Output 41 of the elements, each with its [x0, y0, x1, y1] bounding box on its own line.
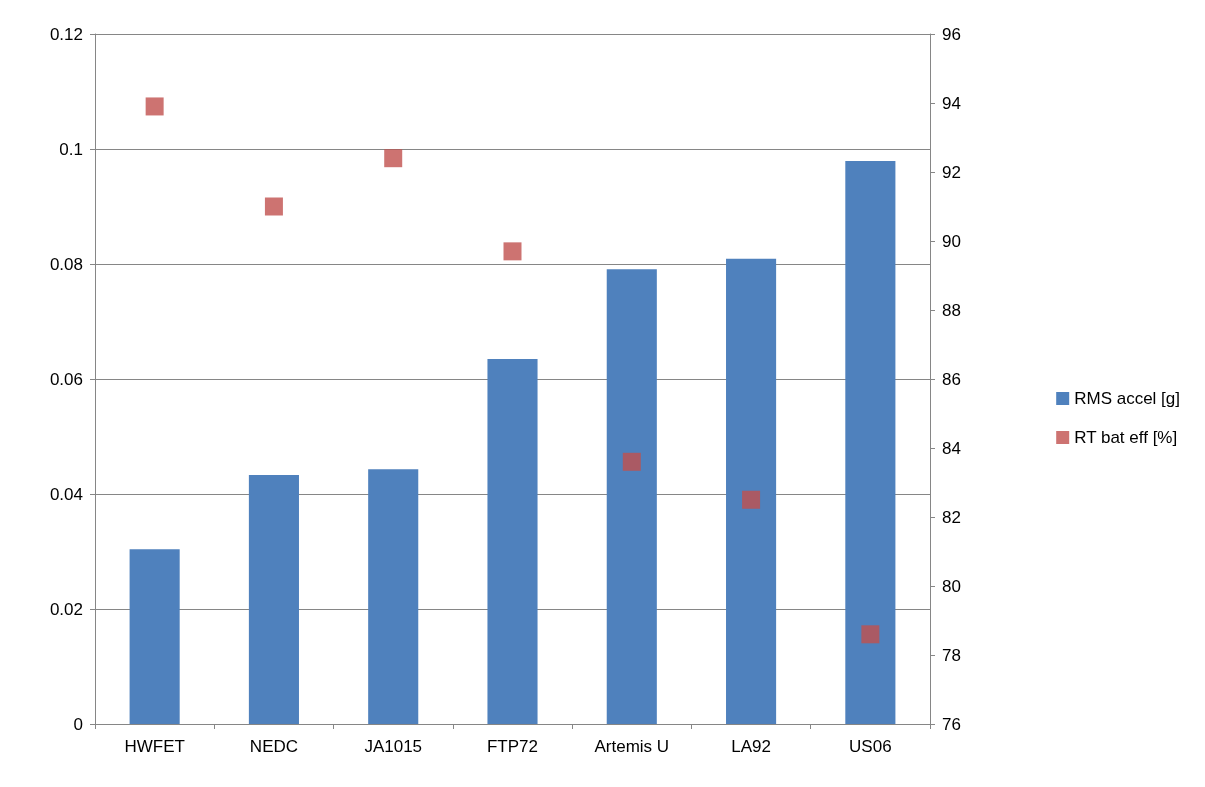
y-tick-label: 0.12 [49, 24, 83, 44]
legend-label: RMS accel [g] [1074, 389, 1180, 408]
point [861, 625, 880, 644]
y2-tick-label: 88 [942, 300, 961, 320]
y2-tick-label: 94 [942, 93, 961, 113]
point [742, 490, 761, 509]
y2-tick-label: 90 [942, 231, 961, 251]
y2-tick-label: 92 [942, 162, 961, 182]
legend-label: RT bat eff [%] [1074, 428, 1178, 447]
point [384, 149, 403, 168]
x-tick-label: HWFET [124, 737, 185, 756]
y2-tick-label: 76 [942, 714, 961, 734]
bar [368, 469, 419, 724]
bar [726, 258, 777, 724]
x-tick-label: US06 [849, 737, 892, 756]
y2-tick-label: 86 [942, 369, 961, 389]
y2-tick-label: 82 [942, 507, 961, 527]
bar [129, 549, 180, 724]
bar [248, 475, 299, 724]
y-tick-label: 0.02 [49, 599, 83, 619]
y-tick-label: 0.04 [49, 484, 83, 504]
y2-tick-label: 84 [942, 438, 961, 458]
x-tick-label: FTP72 [486, 737, 539, 756]
bar [845, 161, 896, 724]
y-tick-label: 0.08 [49, 254, 83, 274]
x-tick-label: Artemis U [594, 737, 670, 756]
y2-tick-label: 78 [942, 645, 961, 665]
bar [606, 269, 657, 724]
y-tick-label: 0.06 [49, 369, 83, 389]
point [264, 197, 283, 216]
x-tick-label: LA92 [731, 737, 771, 756]
point [503, 242, 522, 261]
x-tick-label: JA1015 [364, 737, 423, 756]
point [145, 97, 164, 116]
bar [487, 358, 538, 724]
y2-tick-label: 96 [942, 24, 961, 44]
y-tick-label: 0.1 [59, 139, 83, 159]
x-tick-label: NEDC [249, 737, 299, 756]
point [622, 452, 641, 471]
y2-tick-label: 80 [942, 576, 961, 596]
y-tick-label: 0 [73, 714, 83, 734]
